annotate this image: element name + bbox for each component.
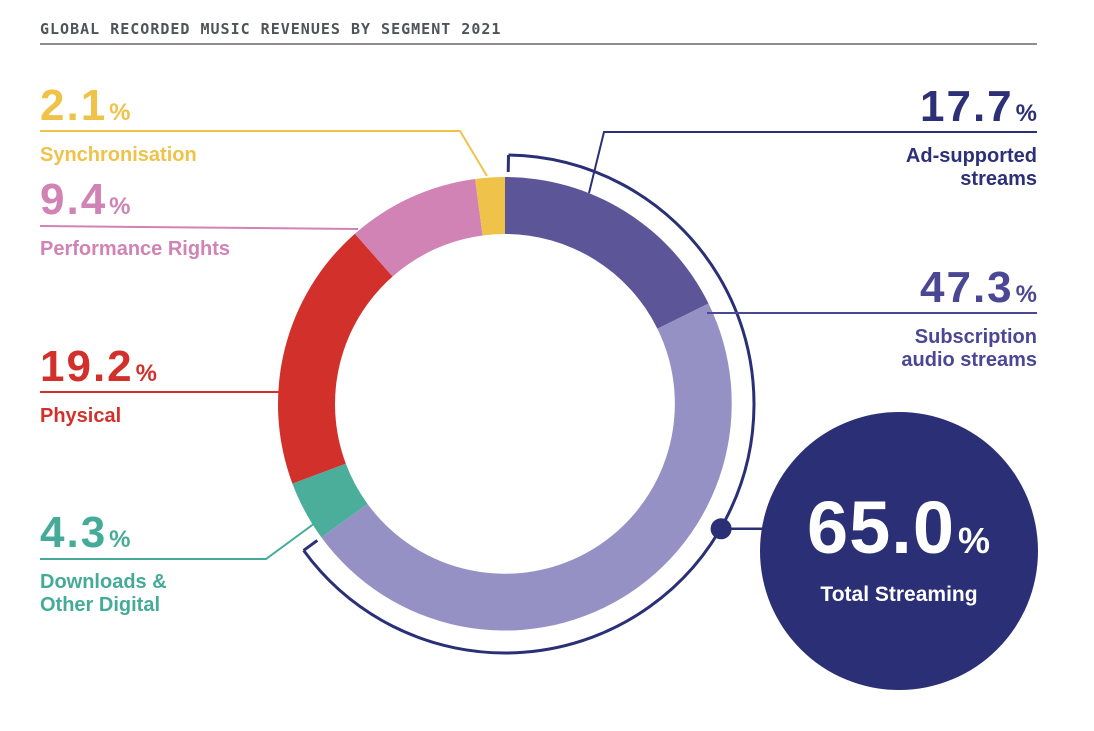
arc-dot: [710, 518, 732, 540]
percent-sign: %: [1015, 100, 1037, 127]
callout-label: Ad-supported streams: [905, 145, 1037, 190]
callout-value: 9.4%: [40, 175, 131, 224]
percent-sign: %: [958, 520, 992, 561]
callout-label: Performance Rights: [40, 238, 231, 260]
callout-value: 19.2%: [40, 342, 157, 391]
title-rule: [40, 43, 1037, 45]
percent-sign: %: [135, 360, 157, 387]
streaming-arc-tick: [302, 539, 319, 552]
leader-line-ad: [588, 131, 1037, 194]
callout-value: 17.7%: [920, 82, 1037, 131]
donut-segment-ad-supported-streams: [505, 177, 709, 329]
percent-sign: %: [1015, 281, 1037, 308]
callout-value: 2.1%: [40, 81, 131, 130]
donut-segment-subscription-audio-streams: [321, 303, 732, 631]
streaming-arc: [302, 153, 756, 655]
percent-sign: %: [109, 193, 131, 220]
callout-label: Physical: [40, 405, 122, 427]
callout-downloads: 4.3% Downloads & Other Digital: [40, 508, 167, 617]
callout-label: Downloads & Other Digital: [40, 571, 167, 616]
callout-label: Subscription audio streams: [901, 326, 1037, 371]
total-streaming-callout: 65.0% Total Streaming: [759, 486, 1039, 607]
callout-performance-rights: 9.4% Performance Rights: [40, 175, 231, 261]
leader-line-performance: [39, 225, 359, 230]
total-streaming-label: Total Streaming: [820, 583, 978, 606]
total-streaming-circle: [760, 412, 1038, 690]
total-streaming-value: 65.0%: [806, 486, 992, 569]
callout-subscription: 47.3% Subscription audio streams: [901, 263, 1037, 372]
donut-segment-downloads-other-digital: [292, 463, 368, 538]
leader-line-sync: [40, 130, 488, 177]
callout-synchronisation: 2.1% Synchronisation: [40, 81, 197, 167]
donut-segment-performance-rights: [354, 179, 483, 277]
leader-line-downloads: [40, 522, 316, 560]
callout-value: 4.3%: [40, 508, 131, 557]
page-title: GLOBAL RECORDED MUSIC REVENUES BY SEGMEN…: [40, 20, 502, 38]
donut-segment-synchronisation: [475, 177, 505, 236]
percent-sign: %: [109, 526, 131, 553]
callout-physical: 19.2% Physical: [40, 342, 157, 428]
callout-ad-supported: 17.7% Ad-supported streams: [905, 82, 1037, 191]
percent-sign: %: [109, 99, 131, 126]
callout-label: Synchronisation: [40, 144, 197, 166]
callout-value: 47.3%: [920, 263, 1037, 312]
donut-segment-physical: [277, 233, 393, 484]
